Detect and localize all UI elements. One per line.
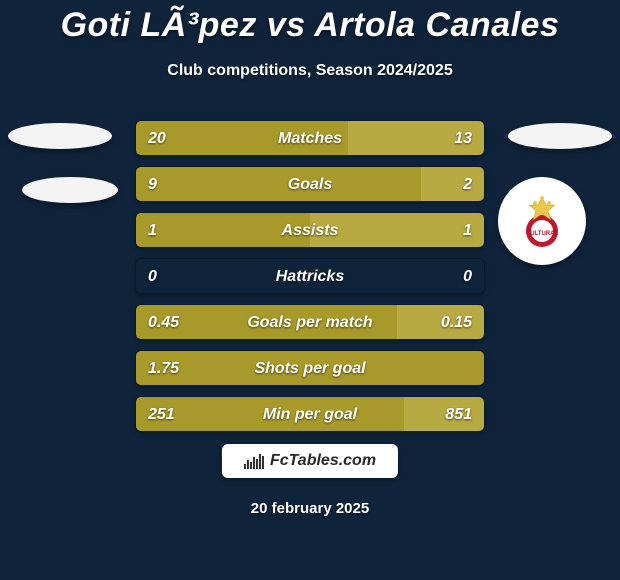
stat-value-right: 2 xyxy=(451,167,484,202)
player2-club-badge: CULTURAL xyxy=(498,177,586,265)
source-badge: FcTables.com xyxy=(222,444,398,478)
stat-value-left: 1 xyxy=(136,213,169,248)
stat-value-left: 1.75 xyxy=(136,351,191,386)
bar-chart-icon xyxy=(244,453,264,469)
stat-bars: Matches20 13 Goals9 2 Assists1 1 Hattricks0 0 Go… xyxy=(135,120,485,442)
player1-badge-placeholder-2 xyxy=(22,177,118,203)
stat-row: Matches20 13 xyxy=(135,120,485,156)
player2-badge-placeholder-1 xyxy=(508,123,612,149)
subtitle: Club competitions, Season 2024/2025 xyxy=(0,62,620,80)
stat-row: Shots per goal1.75 xyxy=(135,350,485,386)
stat-label: Goals xyxy=(136,167,484,202)
stat-label: Min per goal xyxy=(136,397,484,432)
page-title: Goti LÃ³pez vs Artola Canales xyxy=(0,6,620,45)
stat-label: Matches xyxy=(136,121,484,156)
stat-value-right: 0 xyxy=(451,259,484,294)
player1-badge-placeholder-1 xyxy=(8,123,112,149)
stat-row: Min per goal251 851 xyxy=(135,396,485,432)
stat-value-left: 20 xyxy=(136,121,178,156)
stat-value-right: 851 xyxy=(433,397,484,432)
stat-value-left: 9 xyxy=(136,167,169,202)
stat-value-right: 1 xyxy=(451,213,484,248)
stat-label: Hattricks xyxy=(136,259,484,294)
stat-value-right: 0.15 xyxy=(429,305,484,340)
stat-value-left: 0 xyxy=(136,259,169,294)
stat-value-left: 0.45 xyxy=(136,305,191,340)
stat-label: Assists xyxy=(136,213,484,248)
stat-row: Goals per match0.450.15 xyxy=(135,304,485,340)
svg-text:CULTURAL: CULTURAL xyxy=(526,231,559,237)
stat-row: Hattricks0 0 xyxy=(135,258,485,294)
stat-row: Assists1 1 xyxy=(135,212,485,248)
source-text: FcTables.com xyxy=(270,452,376,470)
stat-row: Goals9 2 xyxy=(135,166,485,202)
stat-value-right: 13 xyxy=(442,121,484,156)
date: 20 february 2025 xyxy=(0,500,620,517)
comparison-card: Goti LÃ³pez vs Artola Canales Club compe… xyxy=(0,0,620,580)
club-crest-icon: CULTURAL xyxy=(512,191,572,251)
stat-value-left: 251 xyxy=(136,397,187,432)
